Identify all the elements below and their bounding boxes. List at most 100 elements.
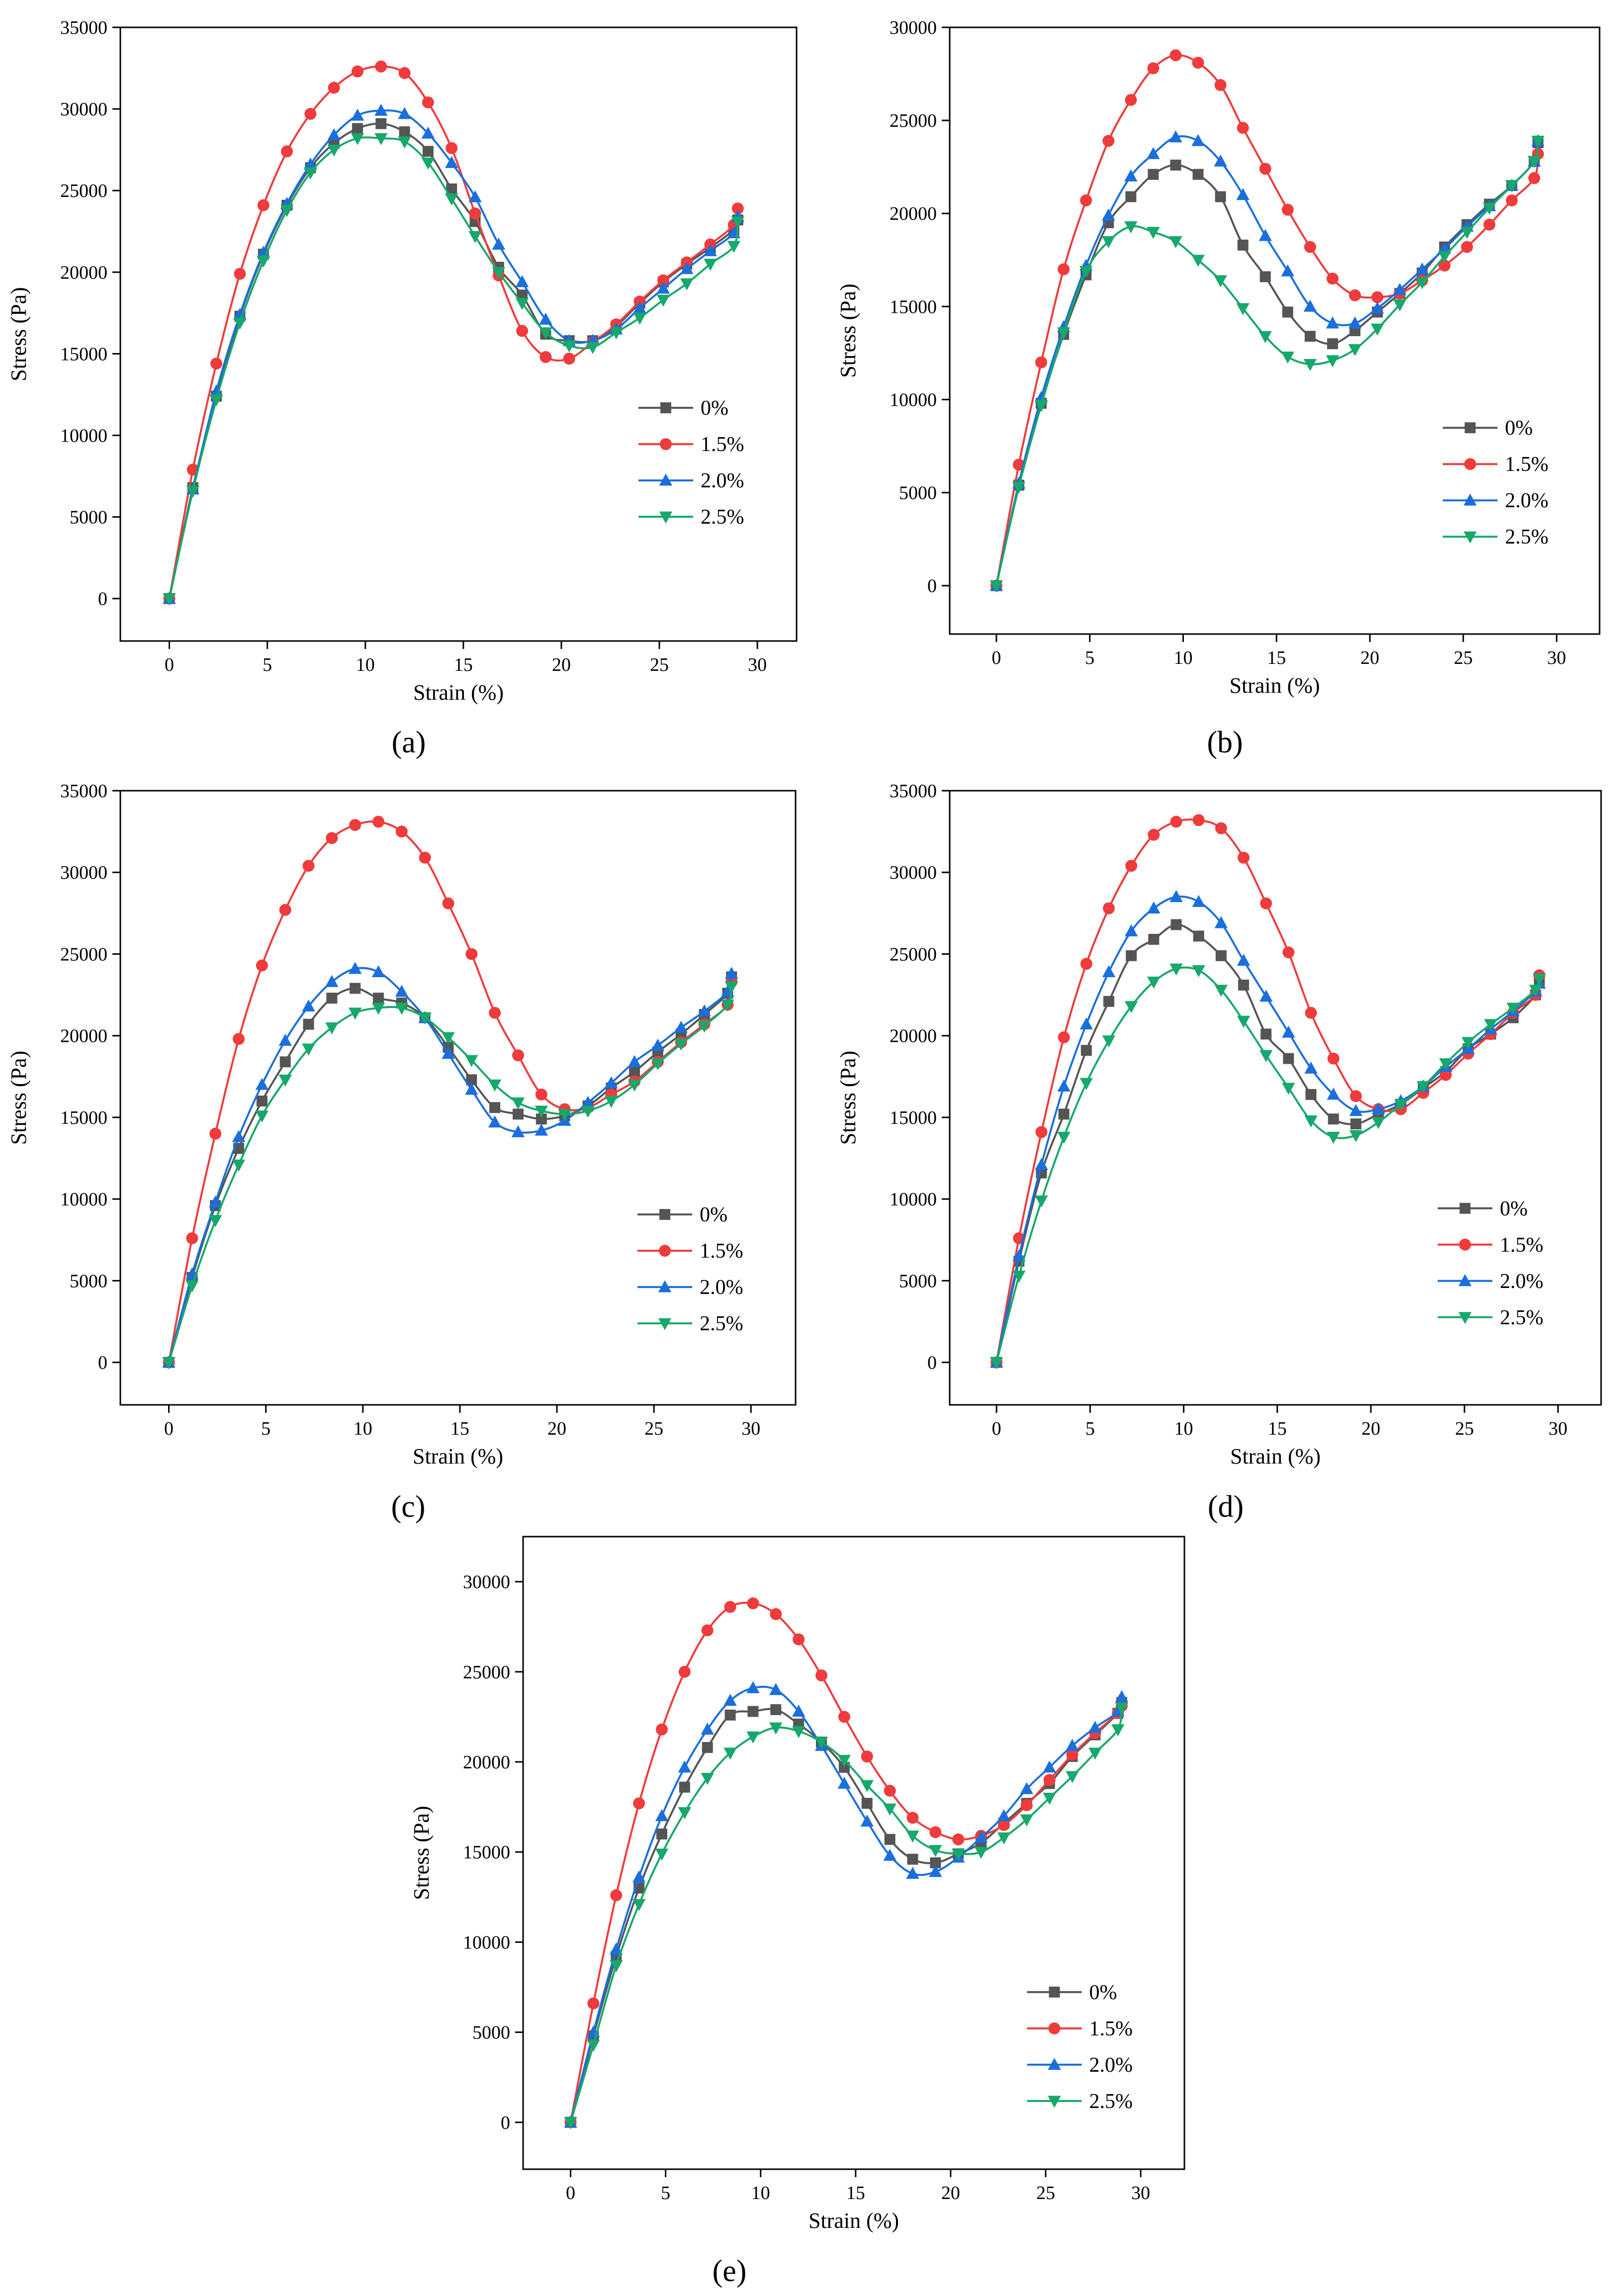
data-point [209,384,223,397]
data-point [1043,1760,1056,1773]
y-tick-label: 20000 [890,203,937,224]
data-point [702,1742,713,1753]
data-point [442,1047,455,1059]
data-point [539,351,552,363]
data-point [632,1870,646,1883]
data-point [1124,169,1138,182]
data-point [232,1159,246,1172]
x-tick-label: 20 [1361,1418,1380,1439]
data-point [860,1780,874,1792]
data-point [1192,965,1205,978]
data-point [1169,236,1182,249]
data-point [442,897,454,910]
y-axis-title: Stress (Pa) [6,287,31,381]
legend-label: 2.0% [1500,1270,1543,1293]
data-point [1328,1113,1339,1125]
x-tick-label: 15 [846,2183,865,2204]
y-tick-label: 15000 [463,1842,510,1863]
data-point [587,2039,600,2052]
x-axis-title: Strain (%) [1230,1444,1321,1469]
legend-label: 0% [1500,1197,1527,1220]
data-point [1483,218,1496,231]
y-tick-label: 0 [98,1353,107,1374]
data-point [469,207,481,220]
x-tick-label: 0 [992,1418,1001,1439]
data-point [1192,814,1205,827]
data-point [1035,1195,1048,1208]
data-point [1124,1001,1138,1013]
data-point [906,1831,919,1843]
legend-label: 2.5% [1500,1306,1543,1329]
data-point [348,1008,362,1020]
data-point [1103,996,1114,1007]
data-point [1326,355,1340,367]
data-point [466,1074,477,1086]
data-point [1282,946,1295,959]
data-point [1326,316,1340,329]
data-point [1417,1081,1430,1094]
data-point [1066,1748,1078,1761]
data-point [535,1088,547,1101]
x-tick-label: 25 [1036,2183,1055,2204]
y-tick-label: 5000 [70,507,107,528]
legend-marker [1464,458,1476,470]
legend-marker [658,1318,672,1330]
x-tick-label: 0 [165,654,174,675]
data-point [185,1280,199,1292]
data-point [233,1033,245,1045]
data-point [186,485,200,498]
data-point [539,312,552,325]
data-point [418,1012,432,1025]
data-point [1461,1037,1475,1049]
data-point [398,136,411,149]
data-point [1102,902,1115,915]
data-point [814,1737,828,1749]
data-point [488,1079,502,1092]
panel-label: (a) [392,726,426,759]
data-point [929,1826,942,1838]
data-point [1260,1028,1272,1040]
data-point [1035,1126,1048,1138]
data-point [375,118,387,129]
data-point [257,199,269,211]
data-point [1124,924,1138,936]
data-point [465,1055,478,1067]
data-point [492,267,506,279]
data-point [747,1706,759,1717]
data-point [1304,1115,1318,1128]
data-point [1125,93,1137,106]
data-point [373,993,384,1004]
data-point [989,1357,1003,1370]
data-point [1147,976,1161,989]
x-tick-label: 20 [547,1418,566,1439]
plot-frame [949,790,1602,1406]
data-point [1349,1090,1362,1102]
data-point [655,1723,668,1736]
x-tick-label: 10 [751,2183,770,2204]
y-tick-label: 30000 [60,862,107,883]
data-point [1349,1104,1363,1116]
data-point [997,1819,1010,1831]
data-point [1057,1131,1071,1144]
data-point [793,1633,805,1646]
data-point [1126,950,1137,961]
data-point [517,289,528,301]
data-point [1147,147,1160,159]
data-point [1215,191,1226,202]
data-point [1148,828,1160,841]
data-point [1079,1017,1093,1030]
data-point [1281,264,1294,276]
data-point [884,1834,896,1845]
data-point [1012,1271,1026,1283]
legend-label: 0% [700,1203,727,1226]
legend-marker [1048,2096,1061,2108]
data-point [511,1097,525,1110]
data-point [610,1942,623,1955]
data-point [1237,122,1249,134]
x-tick-label: 25 [1454,647,1473,668]
data-point [1304,241,1316,253]
legend-label: 1.5% [1089,2018,1133,2040]
data-point [1214,154,1227,167]
data-point [656,1828,667,1839]
data-point [1125,860,1138,872]
